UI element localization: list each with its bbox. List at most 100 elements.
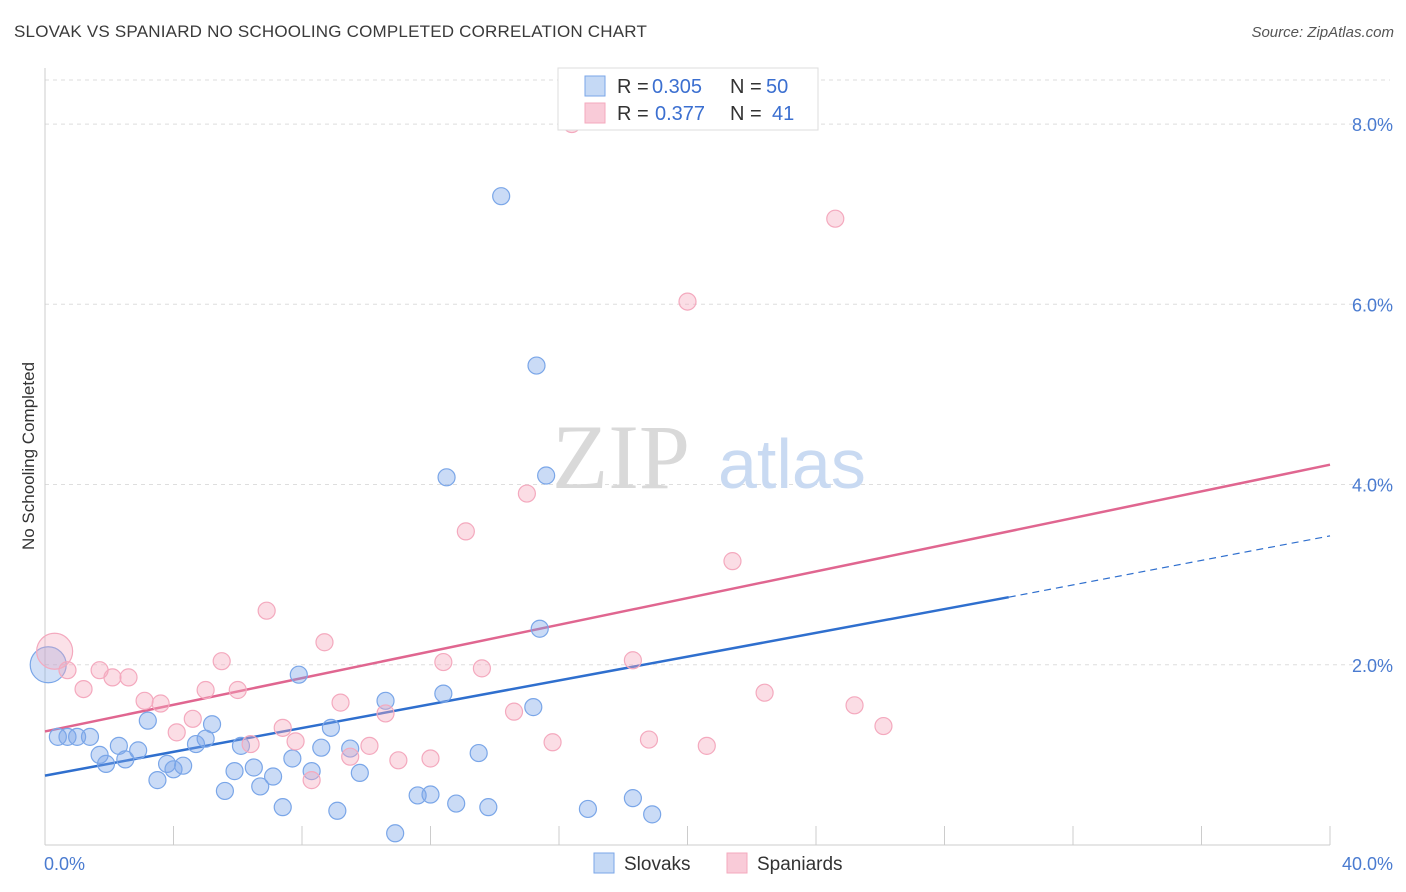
point-spaniards-0 bbox=[36, 632, 74, 670]
legend-swatch-slovaks bbox=[584, 75, 606, 97]
point-spaniards-9 bbox=[183, 709, 202, 728]
point-slovaks-11 bbox=[148, 771, 167, 790]
point-spaniards-26 bbox=[456, 522, 475, 541]
point-slovaks-37 bbox=[434, 684, 453, 703]
y-tick-label-3: 8.0% bbox=[1352, 115, 1393, 135]
point-spaniards-4 bbox=[103, 668, 122, 687]
watermark: ZIP atlas bbox=[552, 406, 866, 508]
y-tick-label-2: 6.0% bbox=[1352, 295, 1393, 315]
point-slovaks-2 bbox=[58, 727, 77, 746]
point-spaniards-38 bbox=[826, 209, 845, 228]
legend-label-spaniards: Spaniards bbox=[757, 854, 843, 875]
legend-label-slovaks: Slovaks bbox=[624, 854, 691, 875]
point-slovaks-19 bbox=[225, 762, 244, 781]
point-spaniards-6 bbox=[135, 691, 154, 710]
bottom-swatch-slovaks bbox=[593, 852, 615, 874]
point-slovaks-32 bbox=[350, 763, 369, 783]
point-spaniards-19 bbox=[331, 693, 350, 712]
legend-n-value-2: 41 bbox=[772, 103, 794, 125]
point-slovaks-5 bbox=[90, 745, 109, 764]
point-slovaks-40 bbox=[469, 743, 488, 763]
legend-swatch-spaniards bbox=[584, 102, 606, 124]
point-slovaks-45 bbox=[530, 619, 549, 638]
trend-line-0 bbox=[44, 595, 1009, 777]
data-points bbox=[29, 114, 893, 843]
point-slovaks-48 bbox=[623, 789, 642, 808]
y-tick-label-1: 4.0% bbox=[1352, 476, 1393, 496]
point-slovaks-15 bbox=[186, 734, 206, 754]
point-slovaks-22 bbox=[251, 777, 270, 796]
point-slovaks-8 bbox=[116, 750, 135, 769]
point-spaniards-18 bbox=[315, 633, 334, 652]
point-spaniards-15 bbox=[273, 718, 292, 737]
point-spaniards-29 bbox=[517, 484, 536, 503]
chart-title: SLOVAK VS SPANIARD NO SCHOOLING COMPLETE… bbox=[14, 22, 648, 41]
point-slovaks-42 bbox=[492, 187, 511, 206]
point-spaniards-17 bbox=[302, 771, 321, 790]
point-slovaks-33 bbox=[376, 691, 395, 710]
bottom-swatch-spaniards bbox=[726, 852, 748, 874]
point-slovaks-36 bbox=[421, 785, 440, 804]
grid-lines bbox=[45, 79, 1390, 666]
legend-n-label-2: N = bbox=[730, 103, 762, 125]
point-spaniards-25 bbox=[434, 652, 453, 672]
x-tick-label-max: 40.0% bbox=[1342, 854, 1393, 874]
point-spaniards-1 bbox=[58, 661, 77, 680]
x-tick-label-min: 0.0% bbox=[44, 854, 85, 874]
point-spaniards-34 bbox=[678, 292, 697, 311]
point-spaniards-24 bbox=[421, 749, 440, 768]
point-spaniards-40 bbox=[874, 716, 893, 736]
point-slovaks-25 bbox=[283, 749, 302, 768]
point-slovaks-44 bbox=[527, 356, 546, 375]
trend-line-1 bbox=[44, 463, 1331, 733]
point-slovaks-49 bbox=[643, 805, 662, 824]
point-slovaks-18 bbox=[215, 781, 234, 801]
series-legend: Slovaks Spaniards bbox=[593, 852, 843, 875]
point-slovaks-21 bbox=[244, 758, 263, 777]
legend-r-label-2: R = bbox=[617, 103, 649, 125]
tick-labels: 2.0% 4.0% 6.0% 8.0% 0.0% 40.0% bbox=[44, 115, 1393, 874]
point-spaniards-33 bbox=[639, 730, 659, 749]
point-spaniards-10 bbox=[196, 680, 215, 700]
legend-r-value-2: 0.377 bbox=[655, 103, 705, 125]
point-slovaks-29 bbox=[321, 718, 341, 737]
point-spaniards-13 bbox=[241, 734, 260, 754]
point-spaniards-30 bbox=[543, 733, 562, 752]
axes bbox=[44, 68, 1331, 846]
point-slovaks-1 bbox=[48, 727, 67, 746]
point-slovaks-13 bbox=[164, 760, 183, 779]
point-spaniards-2 bbox=[74, 679, 93, 699]
legend-n-label-1: N = bbox=[730, 76, 762, 98]
point-slovaks-34 bbox=[386, 824, 405, 843]
watermark-zip: ZIP bbox=[552, 406, 690, 508]
point-spaniards-35 bbox=[697, 736, 716, 755]
point-slovaks-35 bbox=[408, 786, 427, 805]
watermark-atlas: atlas bbox=[718, 425, 866, 503]
point-slovaks-43 bbox=[524, 698, 543, 717]
point-spaniards-23 bbox=[389, 751, 408, 770]
point-slovaks-39 bbox=[447, 794, 466, 813]
point-spaniards-5 bbox=[119, 668, 138, 687]
trend-lines bbox=[44, 463, 1331, 777]
point-slovaks-14 bbox=[174, 756, 193, 775]
point-slovaks-3 bbox=[68, 727, 87, 746]
point-spaniards-28 bbox=[504, 702, 524, 721]
point-slovaks-9 bbox=[129, 741, 148, 760]
stats-legend: R = 0.305 N = 50 R = 0.377 N = 41 bbox=[557, 67, 819, 131]
point-spaniards-21 bbox=[360, 736, 379, 755]
point-spaniards-8 bbox=[167, 723, 186, 742]
point-spaniards-36 bbox=[723, 552, 742, 571]
point-spaniards-12 bbox=[228, 680, 247, 700]
point-spaniards-22 bbox=[376, 704, 395, 723]
point-slovaks-23 bbox=[263, 767, 283, 786]
point-slovaks-17 bbox=[202, 715, 222, 734]
y-axis-title: No Schooling Completed bbox=[19, 362, 38, 550]
point-spaniards-7 bbox=[151, 694, 170, 713]
y-tick-label-0: 2.0% bbox=[1352, 656, 1393, 676]
point-spaniards-27 bbox=[472, 659, 491, 678]
point-spaniards-14 bbox=[257, 601, 276, 620]
source-label: Source: ZipAtlas.com bbox=[1251, 24, 1394, 41]
point-slovaks-46 bbox=[537, 466, 556, 485]
point-spaniards-37 bbox=[755, 683, 774, 702]
